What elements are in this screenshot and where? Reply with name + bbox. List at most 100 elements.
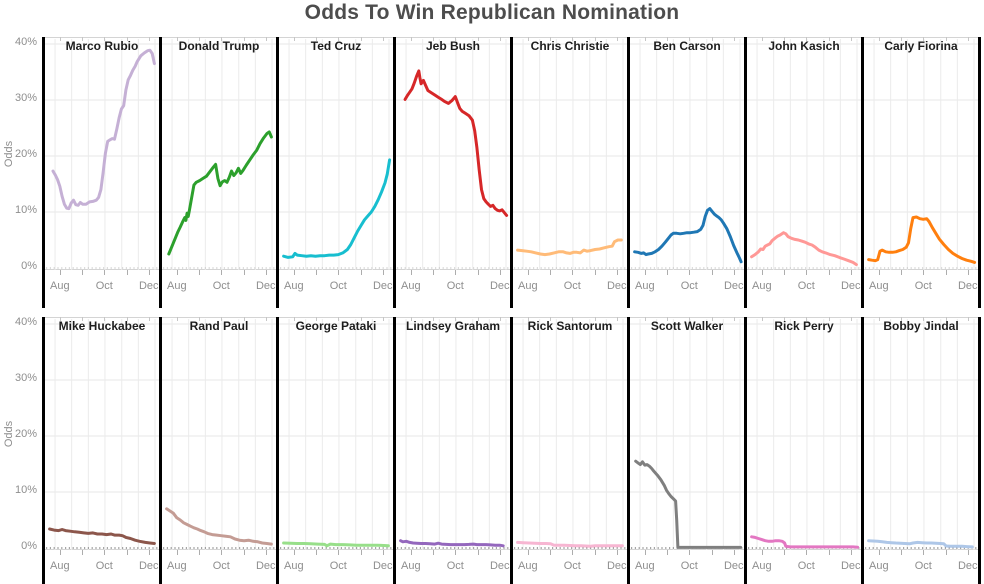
chart-title: Odds To Win Republican Nomination — [304, 1, 680, 24]
x-tick — [199, 270, 201, 275]
y-tick-label: 0% — [21, 540, 37, 552]
x-tick-label: Dec — [138, 280, 159, 292]
x-tick-label: Oct — [680, 560, 698, 572]
panel-plot-svg — [279, 319, 393, 550]
panel-title: George Pataki — [295, 319, 377, 333]
trend-line-john-kasich — [750, 231, 858, 267]
x-tick-top — [616, 37, 618, 41]
x-tick-top — [711, 37, 713, 41]
x-tick-top — [477, 317, 479, 321]
trend-line-jeb-bush — [403, 69, 509, 217]
trend-line-george-pataki — [282, 541, 390, 548]
x-tick-label: Aug — [284, 280, 304, 292]
x-tick-top — [221, 37, 223, 41]
panel-plot-area — [45, 37, 159, 270]
x-tick-top — [499, 317, 501, 321]
x-tick — [433, 550, 435, 555]
x-tick-top — [967, 37, 969, 41]
x-tick — [711, 550, 713, 555]
x-tick-label: Aug — [752, 560, 772, 572]
x-tick-top — [784, 317, 786, 321]
x-tick-label: Aug — [284, 560, 304, 572]
x-tick-label: Oct — [329, 560, 347, 572]
x-tick-top — [360, 317, 362, 321]
x-tick-top — [806, 317, 808, 321]
x-tick — [761, 270, 763, 275]
panel-row-bottom: Mike Huckabee Aug Oct Dec Rand Paul Aug Oct Dec… — [42, 317, 981, 584]
x-tick — [199, 550, 201, 555]
panel-divider — [978, 317, 981, 584]
x-tick — [967, 550, 969, 555]
x-tick-top — [828, 317, 830, 321]
panel-plot-svg — [396, 39, 510, 270]
x-tick — [360, 550, 362, 555]
x-tick-top — [527, 317, 529, 321]
panel-title: Donald Trump — [178, 39, 260, 53]
x-tick-top — [176, 317, 178, 321]
x-tick — [594, 270, 596, 275]
x-tick-top — [878, 317, 880, 321]
x-tick — [338, 550, 340, 555]
x-tick-top — [923, 37, 925, 41]
x-tick — [126, 550, 128, 555]
x-tick — [59, 270, 61, 275]
panel-rand-paul: Rand Paul Aug Oct Dec — [159, 317, 276, 584]
x-tick-top — [82, 37, 84, 41]
panel-plot-svg — [864, 39, 978, 270]
y-tick-label: 20% — [14, 428, 37, 440]
panel-ben-carson: Ben Carson Aug Oct Dec — [627, 37, 744, 308]
x-tick — [499, 550, 501, 555]
x-tick-top — [433, 317, 435, 321]
y-tick-label: 30% — [14, 92, 37, 104]
panel-plot-area — [279, 37, 393, 270]
x-tick — [410, 270, 412, 275]
panel-plot-area — [513, 317, 627, 550]
x-tick — [176, 270, 178, 275]
x-tick — [901, 270, 903, 275]
panel-lindsey-graham: Lindsey Graham Aug Oct Dec — [393, 317, 510, 584]
x-tick-top — [82, 317, 84, 321]
panel-plot-area — [162, 37, 276, 270]
x-tick — [945, 550, 947, 555]
trend-line-ted-cruz — [282, 158, 392, 259]
panel-title: Rick Perry — [774, 319, 834, 333]
trend-line-marco-rubio — [51, 48, 156, 211]
x-tick — [243, 270, 245, 275]
x-tick-top — [806, 37, 808, 41]
x-tick — [148, 550, 150, 555]
x-tick-top — [433, 37, 435, 41]
x-tick — [293, 550, 295, 555]
x-tick-top — [499, 37, 501, 41]
x-tick-label: Dec — [255, 280, 276, 292]
x-tick — [176, 550, 178, 555]
panel-title: Marco Rubio — [65, 39, 139, 53]
x-tick-top — [667, 37, 669, 41]
panel-title: Carly Fiorina — [884, 39, 958, 53]
x-tick-top — [594, 317, 596, 321]
x-tick-top — [878, 37, 880, 41]
panel-title: Rick Santorum — [527, 319, 613, 333]
panel-john-kasich: John Kasich Aug Oct Dec — [744, 37, 861, 308]
x-tick-top — [221, 317, 223, 321]
x-tick — [761, 550, 763, 555]
x-tick-top — [382, 37, 384, 41]
x-tick — [572, 550, 574, 555]
x-tick-label: Aug — [635, 560, 655, 572]
x-tick — [221, 270, 223, 275]
x-tick — [550, 550, 552, 555]
x-tick-label: Dec — [723, 560, 744, 572]
panel-donald-trump: Donald Trump Aug Oct Dec — [159, 37, 276, 308]
panel-title: Rand Paul — [189, 319, 249, 333]
x-tick-top — [338, 317, 340, 321]
x-tick-label: Aug — [50, 280, 70, 292]
x-tick-top — [945, 317, 947, 321]
x-tick-top — [689, 37, 691, 41]
x-tick — [293, 270, 295, 275]
x-tick — [59, 550, 61, 555]
x-tick — [616, 550, 618, 555]
x-tick-top — [265, 317, 267, 321]
x-tick-top — [148, 37, 150, 41]
panel-plot-svg — [513, 39, 627, 270]
x-tick-top — [316, 317, 318, 321]
x-tick-top — [199, 317, 201, 321]
